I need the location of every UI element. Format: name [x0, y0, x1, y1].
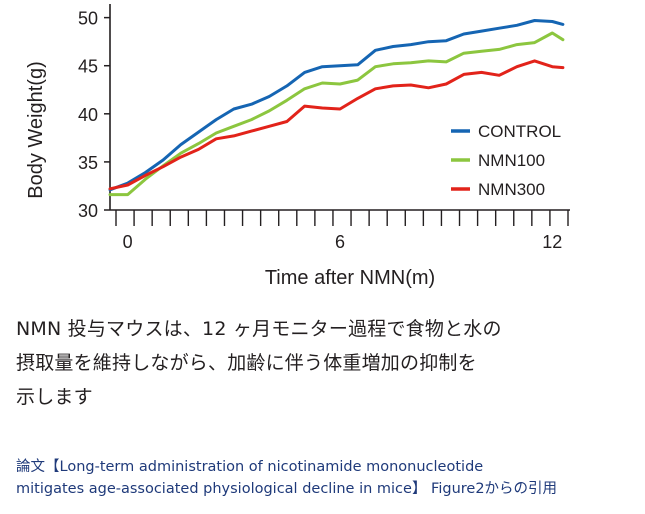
source-citation: 論文【Long-term administration of nicotinam… [16, 456, 636, 500]
y-tick-label: 50 [78, 9, 98, 29]
source-line-2: mitigates age-associated physiological d… [16, 481, 558, 497]
y-tick-label: 40 [78, 105, 98, 125]
x-axis-label: Time after NMN(m) [265, 267, 435, 289]
body-weight-chart: 30 35 40 45 50 0 6 12 CONTROL NMN100 NMN300 Body… [25, 4, 570, 289]
y-axis-label: Body Weight(g) [25, 61, 47, 198]
legend-label-nmn300: NMN300 [478, 180, 545, 199]
y-tick-label: 45 [78, 57, 98, 77]
y-tick-label: 30 [78, 201, 98, 221]
x-tick-label: 6 [335, 232, 345, 252]
caption-line-2: 摂取量を維持しながら、加齢に伴う体重増加の抑制を [16, 352, 477, 374]
caption: NMN 投与マウスは、12 ヶ月モニター過程で食物と水の 摂取量を維持しながら、… [16, 312, 636, 414]
series-layer [108, 19, 565, 197]
caption-line-1: NMN 投与マウスは、12 ヶ月モニター過程で食物と水の [16, 318, 502, 340]
x-tick-label: 0 [123, 232, 133, 252]
series-line-nmn100 [108, 31, 565, 197]
series-line-nmn300 [108, 59, 565, 191]
caption-line-3: 示します [16, 386, 93, 408]
x-tick-label: 12 [542, 232, 562, 252]
series-line-control [108, 19, 565, 192]
legend-label-control: CONTROL [478, 122, 561, 141]
x-axis: 0 6 12 [110, 209, 570, 252]
y-tick-label: 35 [78, 153, 98, 173]
y-axis: 30 35 40 45 50 [78, 4, 111, 221]
source-line-1: 論文【Long-term administration of nicotinam… [16, 459, 484, 475]
legend-label-nmn100: NMN100 [478, 151, 545, 170]
legend: CONTROL NMN100 NMN300 [451, 122, 561, 199]
